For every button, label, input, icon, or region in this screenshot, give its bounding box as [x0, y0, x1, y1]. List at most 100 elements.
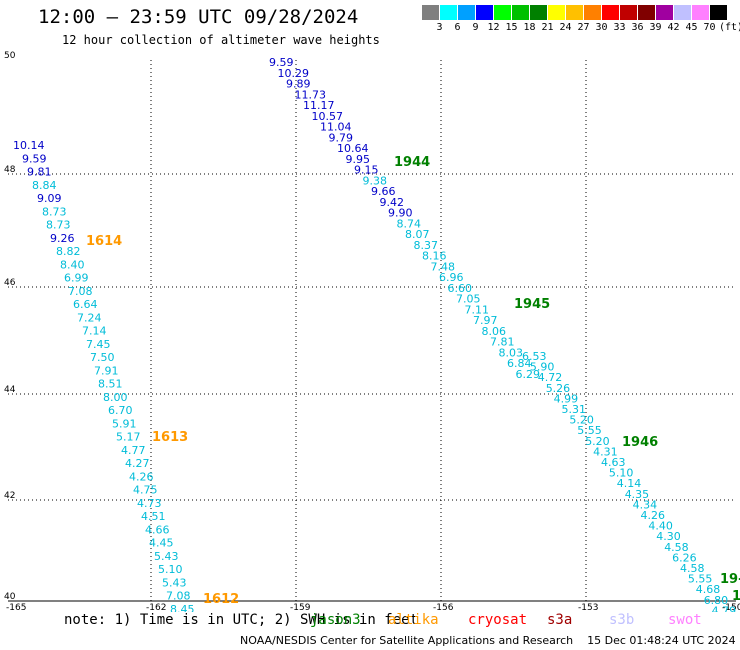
wave-height-value: 8.00: [103, 391, 128, 404]
wave-height-value: 7.08: [166, 590, 191, 603]
color-scale-swatch: [584, 5, 601, 20]
wave-height-value: 4.68: [696, 583, 721, 596]
color-scale-label: 15: [505, 22, 518, 33]
color-scale-label: 9: [472, 22, 479, 33]
wave-height-value: 11.73: [295, 88, 327, 101]
color-scale-label: 30: [595, 22, 608, 33]
wave-height-value: 7.81: [490, 336, 515, 349]
wave-height-value: 7.08: [68, 285, 93, 298]
wave-height-value: 9.79: [329, 131, 354, 144]
wave-height-value: 9.90: [388, 207, 413, 220]
wave-height-value: 6.60: [448, 282, 473, 295]
pass-label: 1612: [203, 592, 239, 607]
pass-label: 1614: [86, 234, 122, 249]
wave-height-value: 9.89: [286, 78, 311, 91]
color-scale-label: 27: [577, 22, 590, 33]
color-scale-label: 6: [454, 22, 461, 33]
wave-height-value: 5.43: [154, 550, 179, 563]
wave-height-map: 50 48 46 44 42 40-165 -162 -159 -156 -153 -150 10.1…: [4, 51, 740, 612]
wave-height-value: 10.64: [337, 142, 369, 155]
wave-height-value: 5.55: [577, 424, 602, 437]
satellite-legend-item: s3b: [609, 612, 635, 628]
satellite-legend-item: swot: [668, 612, 702, 628]
color-scale-swatch: [440, 5, 457, 20]
longitude-label: -153: [578, 603, 598, 612]
wave-height-value: 5.20: [569, 414, 594, 427]
wave-height-value: 4.30: [656, 530, 681, 543]
color-scale-label: 70: [703, 22, 716, 33]
wave-height-value: 7.24: [77, 311, 102, 324]
wave-height-value: 8.40: [60, 258, 85, 271]
wave-height-value: 9.42: [380, 196, 405, 209]
color-scale-swatch: [548, 5, 565, 20]
wave-height-value: 4.35: [625, 488, 650, 501]
wave-height-value: 9.09: [37, 192, 62, 205]
color-scale-swatch: [566, 5, 583, 20]
color-scale-swatch: [422, 5, 439, 20]
color-scale-swatch: [674, 5, 691, 20]
wave-height-value: 9.59: [22, 152, 47, 165]
wave-height-value: 4.27: [125, 457, 150, 470]
latitude-label: 44: [4, 385, 16, 395]
wave-height-value: 8.73: [42, 205, 67, 218]
color-scale-label: 12: [487, 22, 500, 33]
wave-height-value: 7.97: [473, 314, 498, 327]
color-scale-swatch: [530, 5, 547, 20]
wave-height-value: 9.66: [371, 185, 396, 198]
wave-height-value: 7.11: [465, 303, 490, 316]
wave-height-value: 8.51: [98, 378, 123, 391]
color-scale-swatch: [656, 5, 673, 20]
color-scale-swatch: [494, 5, 511, 20]
wave-height-value: 6.53: [522, 350, 547, 363]
color-scale-swatch: [692, 5, 709, 20]
wave-height-value: 6.80: [704, 594, 729, 607]
pass-label: 1613: [152, 430, 188, 445]
footer-note: note: 1) Time is in UTC; 2) SWH is in fe…: [64, 612, 419, 628]
latitude-label: 40: [4, 592, 16, 602]
wave-height-value: 4.73: [137, 497, 162, 510]
wave-height-value: 6.84: [507, 357, 532, 370]
longitude-label: -165: [6, 603, 26, 612]
map-subtitle: 12 hour collection of altimeter wave hei…: [62, 33, 380, 47]
wave-height-value: 6.96: [439, 271, 464, 284]
pass-label: 1944: [394, 155, 430, 170]
wave-height-value: 8.37: [414, 239, 439, 252]
wave-height-value: 7.14: [82, 325, 107, 338]
wave-height-value: 7.45: [86, 338, 111, 351]
wave-height-value: 7.05: [456, 293, 481, 306]
color-scale-label: 21: [541, 22, 554, 33]
wave-height-value: 10.29: [278, 67, 310, 80]
wave-height-value: 8.84: [32, 179, 57, 192]
wave-height-value: 5.20: [585, 435, 610, 448]
wave-height-value: 8.07: [405, 228, 430, 241]
wave-height-value: 5.91: [112, 417, 137, 430]
wave-height-value: 4.72: [538, 371, 563, 384]
satellite-legend-item: jason3: [310, 612, 361, 628]
footer-credit: NOAA/NESDIS Center for Satellite Applica…: [240, 634, 736, 647]
wave-height-value: 5.31: [562, 403, 587, 416]
pass-label: 1946: [622, 435, 658, 450]
longitude-label: -150: [722, 603, 740, 612]
color-scale-label: 42: [667, 22, 680, 33]
wave-height-value: 8.06: [482, 325, 507, 338]
satellite-legend-item: altika: [388, 612, 439, 628]
wave-height-value: 8.03: [499, 346, 524, 359]
wave-height-value: 4.66: [145, 523, 170, 536]
wave-height-value: 4.26: [641, 509, 666, 522]
wave-height-value: 4.58: [664, 541, 689, 554]
satellite-legend: jason3 altika cryosat s3a s3b swot: [0, 612, 740, 630]
color-scale-label: 24: [559, 22, 572, 33]
color-scale-label: (ft): [719, 22, 740, 33]
wave-height-value: 9.15: [354, 164, 379, 177]
wave-height-value: 8.74: [397, 217, 422, 230]
satellite-legend-item: s3a: [547, 612, 573, 628]
color-scale-swatch: [602, 5, 619, 20]
wave-height-value: 4.77: [121, 444, 146, 457]
color-scale-swatch: [620, 5, 637, 20]
color-scale-swatch: [710, 5, 727, 20]
wave-height-value: 8.73: [46, 219, 71, 232]
latitude-label: 50: [4, 51, 16, 61]
wave-height-value: 4.45: [149, 537, 174, 550]
wave-height-value: 6.70: [108, 404, 133, 417]
wave-height-value: 4.34: [633, 498, 658, 511]
